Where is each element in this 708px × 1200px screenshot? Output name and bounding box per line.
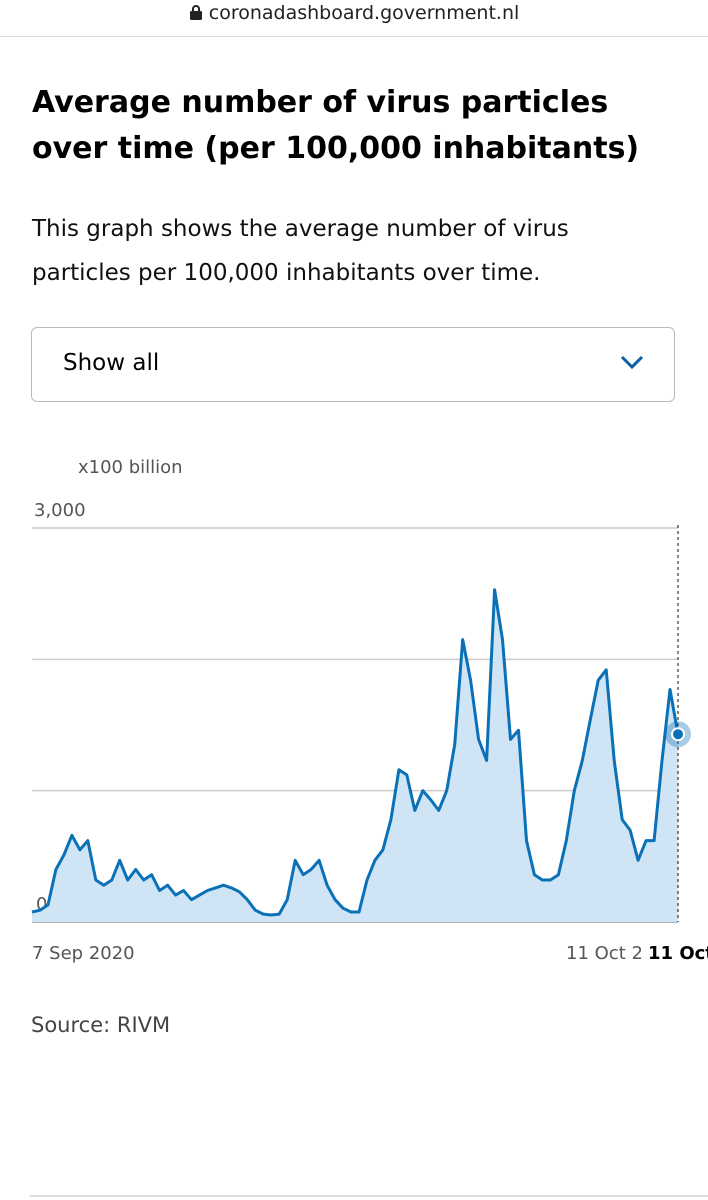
description: This graph shows the average number of v… [32,216,569,286]
label-backdrop [641,938,708,968]
divider [0,36,708,37]
source: Source: RIVM [31,1013,171,1037]
lock-icon [189,5,202,20]
browser-url[interactable]: coronadashboard.government.nl [0,2,708,24]
divider [30,1195,708,1197]
url-text: coronadashboard.government.nl [208,2,520,24]
dropdown[interactable]: Show all [31,327,675,402]
chart: x100 billion 0 3,000 7 Sep 2020 11 Oct 2 11 … [31,457,708,968]
hover-point [671,727,685,742]
y-tick-label: 0 [36,894,47,915]
page-title: Average number of virus particles over t… [32,85,640,166]
line [31,588,680,917]
dropdown-value: Show all [63,350,160,376]
x-tick-label: 7 Sep 2020 [32,943,135,964]
area [32,589,678,922]
hover-date-label: 11 Oct [648,943,708,964]
y-tick-label: 3,000 [34,500,86,521]
chevron-icon [620,355,644,370]
y-unit-label: x100 billion [78,457,183,478]
x-axis-end-label: 11 Oct 2 [566,943,643,964]
